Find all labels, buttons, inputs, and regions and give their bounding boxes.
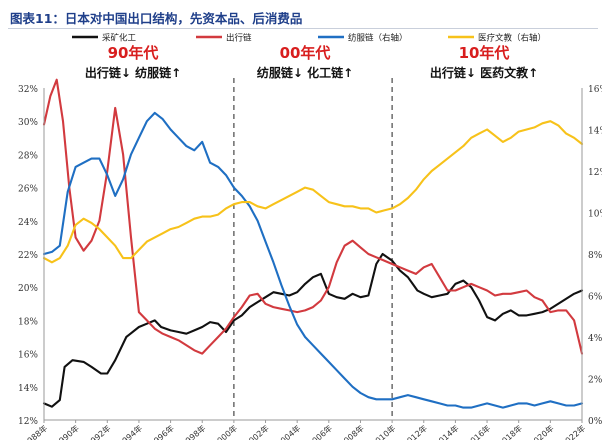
era-title: 10年代 bbox=[459, 44, 510, 62]
x-tick-label: 2006年 bbox=[306, 423, 334, 440]
x-tick-label: 2018年 bbox=[496, 423, 524, 440]
x-tick-label: 2004年 bbox=[274, 423, 302, 440]
x-tick-label: 1990年 bbox=[53, 423, 81, 440]
right-tick-label: 6% bbox=[588, 293, 602, 303]
era-title: 90年代 bbox=[108, 44, 159, 62]
legend-label: 医疗文教（右轴） bbox=[478, 33, 546, 44]
x-tick-label: 2022年 bbox=[559, 423, 587, 440]
x-tick-label: 2008年 bbox=[338, 423, 366, 440]
x-tick-label: 2002年 bbox=[243, 423, 271, 440]
x-tick-label: 1998年 bbox=[179, 423, 207, 440]
left-tick-label: 30% bbox=[18, 118, 38, 128]
left-tick-label: 32% bbox=[18, 85, 38, 95]
series-line bbox=[42, 252, 584, 408]
title-divider bbox=[8, 28, 598, 29]
series-line bbox=[42, 120, 584, 264]
era-subtitle: 纺服链↓ 化工链↑ bbox=[257, 65, 353, 80]
legend-label: 纺服链（右轴） bbox=[348, 33, 408, 44]
right-tick-label: 14% bbox=[588, 127, 602, 137]
legend-label: 采矿化工 bbox=[102, 33, 137, 44]
right-tick-label: 10% bbox=[588, 210, 602, 220]
left-tick-label: 14% bbox=[18, 384, 38, 394]
era-subtitle: 出行链↓ 纺服链↑ bbox=[85, 65, 181, 80]
x-tick-label: 1996年 bbox=[148, 423, 176, 440]
legend-label: 出行链 bbox=[226, 33, 252, 44]
x-tick-label: 2012年 bbox=[401, 423, 429, 440]
x-tick-label: 2020年 bbox=[527, 423, 555, 440]
left-tick-label: 18% bbox=[18, 317, 38, 327]
x-tick-label: 1992年 bbox=[84, 423, 112, 440]
left-tick-label: 20% bbox=[18, 284, 38, 294]
left-tick-label: 16% bbox=[18, 351, 38, 361]
series-line bbox=[42, 111, 584, 409]
x-tick-label: 1994年 bbox=[116, 423, 144, 440]
left-tick-label: 24% bbox=[18, 218, 38, 228]
x-tick-label: 2000年 bbox=[211, 423, 239, 440]
right-tick-label: 2% bbox=[588, 376, 602, 386]
chart-title: 图表11：日本对中国出口结构，先资本品、后消费品 bbox=[10, 11, 303, 26]
right-tick-label: 4% bbox=[588, 334, 602, 344]
left-tick-label: 12% bbox=[18, 417, 38, 427]
left-tick-label: 26% bbox=[18, 185, 38, 195]
x-tick-label: 2016年 bbox=[464, 423, 492, 440]
left-tick-label: 28% bbox=[18, 151, 38, 161]
right-tick-label: 8% bbox=[588, 251, 602, 261]
left-tick-label: 22% bbox=[18, 251, 38, 261]
x-tick-label: 2014年 bbox=[433, 423, 461, 440]
right-tick-label: 12% bbox=[588, 168, 602, 178]
right-tick-label: 16% bbox=[588, 85, 602, 95]
era-title: 00年代 bbox=[280, 44, 331, 62]
era-subtitle: 出行链↓ 医药文教↑ bbox=[430, 65, 538, 80]
x-tick-label: 2010年 bbox=[369, 423, 397, 440]
right-tick-label: 0% bbox=[588, 417, 602, 427]
series-line bbox=[42, 78, 584, 355]
